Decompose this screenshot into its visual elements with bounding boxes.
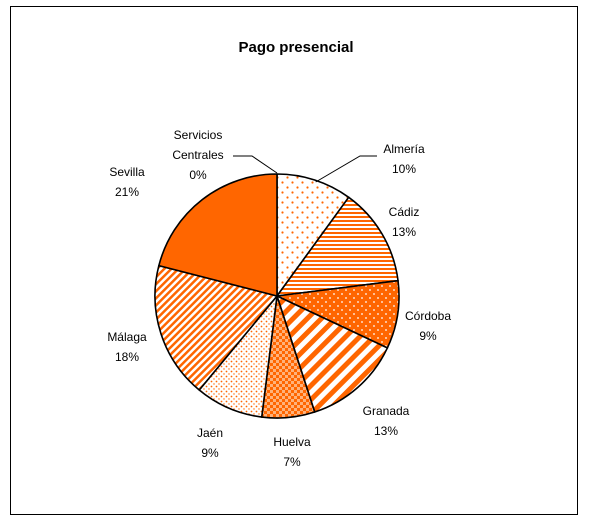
slice-label-name-c-rdoba: Córdoba <box>405 309 451 323</box>
slice-label-value-huelva: 7% <box>283 455 301 469</box>
leader-line-almer-a <box>315 155 377 183</box>
slice-label-name-servicios-centrales: Centrales <box>172 148 223 162</box>
pie-slices <box>154 173 400 419</box>
slice-label-value-sevilla: 21% <box>115 185 139 199</box>
slice-label-name-c-diz: Cádiz <box>389 205 420 219</box>
leader-line-servicios-centrales <box>233 155 278 174</box>
slice-label-name-ja-n: Jaén <box>197 426 223 440</box>
slice-label-value-c-rdoba: 9% <box>419 329 437 343</box>
slice-label-ja-n: Jaén 9% <box>197 426 223 460</box>
slice-label-value-c-diz: 13% <box>392 225 416 239</box>
slice-label-value-ja-n: 9% <box>201 446 219 460</box>
slice-label-granada: Granada 13% <box>363 404 410 438</box>
slice-labels: Almería 10% Cádiz 13% Córdoba 9% Granada 13% Hue… <box>107 128 451 469</box>
slice-label-value-granada: 13% <box>374 424 398 438</box>
slice-label-name-servicios-centrales: Servicios <box>174 128 223 142</box>
slice-label-value-almer-a: 10% <box>392 162 416 176</box>
slice-label-name-huelva: Huelva <box>273 435 311 449</box>
slice-label-name-almer-a: Almería <box>383 142 425 156</box>
slice-label-value-servicios-centrales: 0% <box>189 168 207 182</box>
pie-slice-granada <box>276 295 389 413</box>
slice-label-servicios-centrales: Servicios Centrales 0% <box>172 128 223 182</box>
slice-label-value-m-laga: 18% <box>115 350 139 364</box>
chart-title: Pago presencial <box>238 39 353 56</box>
slice-label-name-sevilla: Sevilla <box>109 165 145 179</box>
slice-label-sevilla: Sevilla 21% <box>109 165 145 199</box>
slice-label-huelva: Huelva 7% <box>273 435 311 469</box>
pie-slice-sevilla <box>158 173 278 297</box>
slice-label-m-laga: Málaga 18% <box>107 330 147 364</box>
pie-slice-almer-a <box>276 173 350 297</box>
slice-label-almer-a: Almería 10% <box>383 142 425 176</box>
slice-label-name-granada: Granada <box>363 404 410 418</box>
slice-label-c-diz: Cádiz 13% <box>389 205 420 239</box>
pie-slice-m-laga <box>154 264 278 391</box>
pie-slice-c-diz <box>276 196 399 297</box>
leader-lines <box>233 155 377 183</box>
slice-label-name-m-laga: Málaga <box>107 330 147 344</box>
slice-label-c-rdoba: Córdoba 9% <box>405 309 451 343</box>
